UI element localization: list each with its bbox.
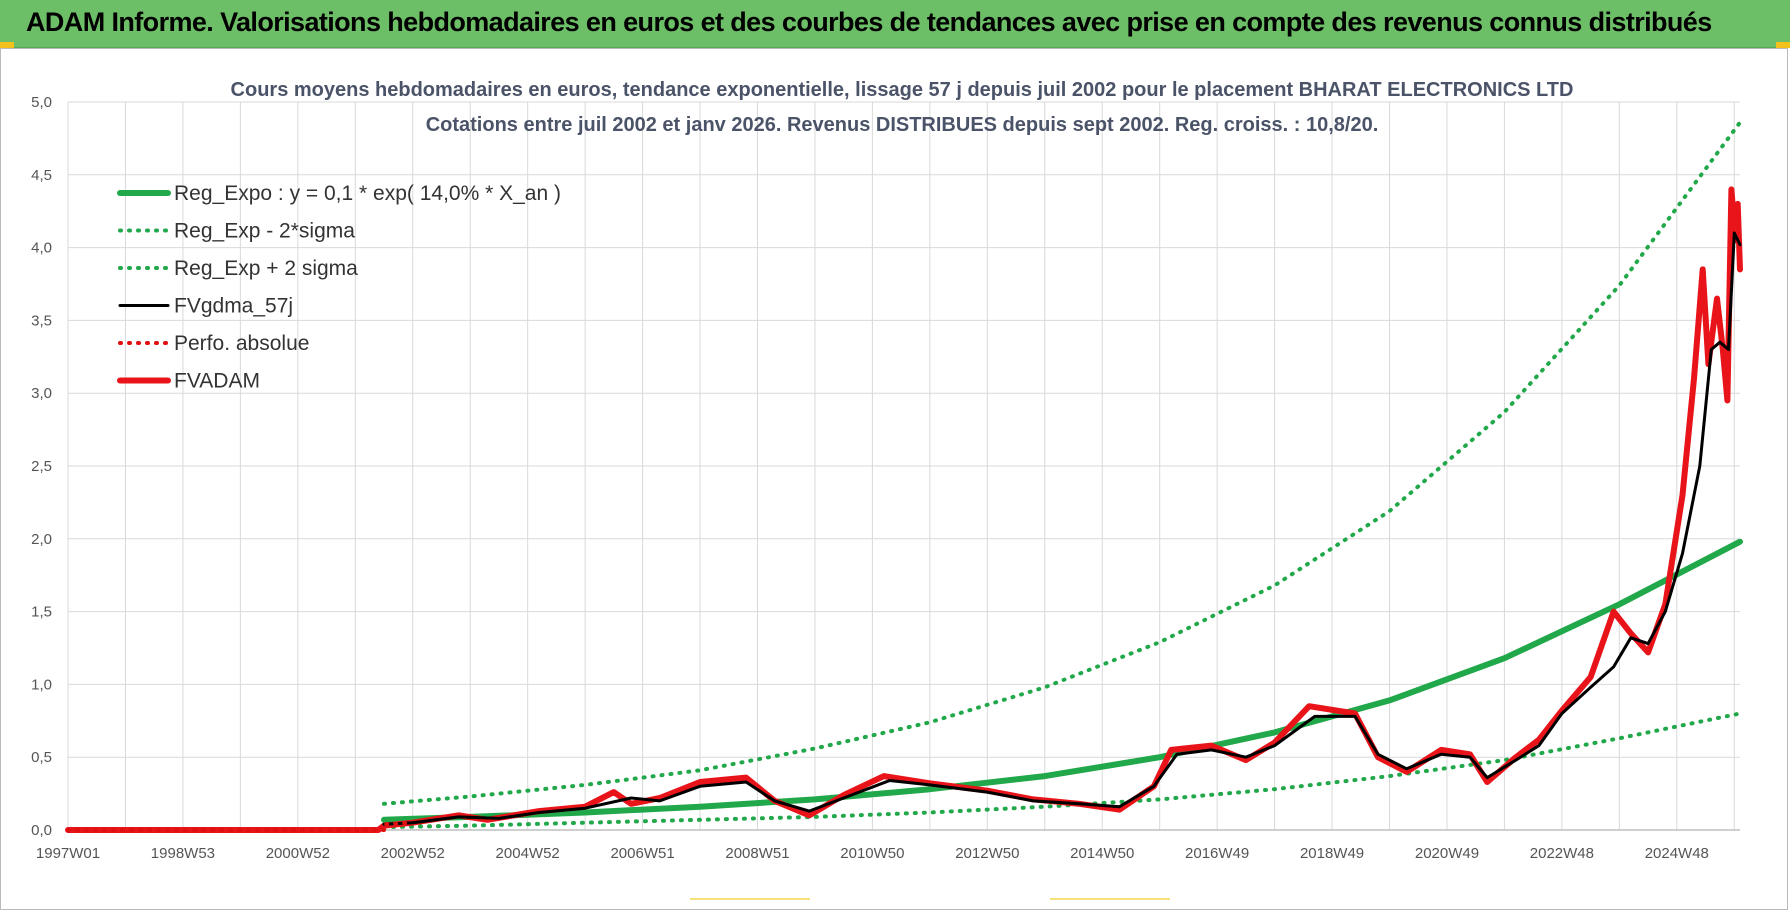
- x-tick-label: 2002W52: [381, 845, 445, 862]
- series-line-1: [382, 711, 1742, 830]
- x-tick-label: 2006W51: [610, 845, 674, 862]
- x-tick-label: 2022W48: [1530, 845, 1594, 862]
- y-tick-label: 5,0: [31, 94, 52, 111]
- chart-subtitle: Cotations entre juil 2002 et janv 2026. …: [426, 114, 1379, 136]
- legend-label: FVADAM: [174, 370, 260, 393]
- chart-title: Cours moyens hebdomadaires en euros, ten…: [231, 79, 1574, 101]
- series-line-0: [381, 538, 1743, 823]
- x-tick-label: 2012W50: [955, 845, 1019, 862]
- y-tick-label: 0,5: [31, 749, 52, 766]
- legend-label: Reg_Expo : y = 0,1 * exp( 14,0% * X_an ): [174, 182, 561, 205]
- series-line-3: [382, 231, 1742, 826]
- x-tick-label: 2008W51: [725, 845, 789, 862]
- legend-label: Reg_Exp - 2*sigma: [174, 220, 355, 243]
- y-tick-label: 4,0: [31, 240, 52, 257]
- y-tick-label: 2,5: [31, 458, 52, 475]
- y-tick-label: 3,5: [31, 312, 52, 329]
- corner-marker-right: [1776, 42, 1790, 48]
- y-tick-label: 0,0: [31, 822, 52, 839]
- y-tick-label: 2,0: [31, 531, 52, 548]
- x-tick-label: 2014W50: [1070, 845, 1134, 862]
- series-line-5: [65, 186, 1743, 833]
- y-axis-ticks: 0,0 0,5 1,0 1,5 2,0 2,5 3,0 3,5 4,0 4,5 5,0: [31, 94, 52, 839]
- legend-label: Perfo. absolue: [174, 332, 309, 355]
- x-tick-label: 2020W49: [1415, 845, 1479, 862]
- page-title: ADAM Informe. Valorisations hebdomadaire…: [26, 7, 1712, 37]
- x-axis-ticks: 1997W01 1998W53 2000W52 2002W52 2004W52 2006W…: [36, 845, 1709, 862]
- y-tick-label: 1,0: [31, 676, 52, 693]
- x-tick-label: 2000W52: [266, 845, 330, 862]
- x-tick-label: 2010W50: [840, 845, 904, 862]
- corner-marker-left: [0, 42, 14, 48]
- x-tick-label: 2004W52: [496, 845, 560, 862]
- grid: [67, 101, 1740, 831]
- y-tick-label: 1,5: [31, 604, 52, 621]
- x-tick-label: 2024W48: [1645, 845, 1709, 862]
- y-tick-label: 3,0: [31, 385, 52, 402]
- bottom-strip-1: [690, 898, 810, 900]
- x-tick-label: 1997W01: [36, 845, 100, 862]
- legend: Reg_Expo : y = 0,1 * exp( 14,0% * X_an )…: [117, 182, 561, 393]
- x-tick-label: 2016W49: [1185, 845, 1249, 862]
- bottom-strip-2: [1050, 898, 1170, 900]
- x-tick-label: 1998W53: [151, 845, 215, 862]
- header-bar: ADAM Informe. Valorisations hebdomadaire…: [0, 0, 1790, 48]
- series-line-2: [382, 120, 1742, 806]
- legend-label: Reg_Exp + 2 sigma: [174, 257, 358, 280]
- chart-frame: [0, 48, 1788, 910]
- series: [65, 120, 1743, 833]
- x-tick-label: 2018W49: [1300, 845, 1364, 862]
- y-tick-label: 4,5: [31, 167, 52, 184]
- legend-label: FVgdma_57j: [174, 295, 293, 318]
